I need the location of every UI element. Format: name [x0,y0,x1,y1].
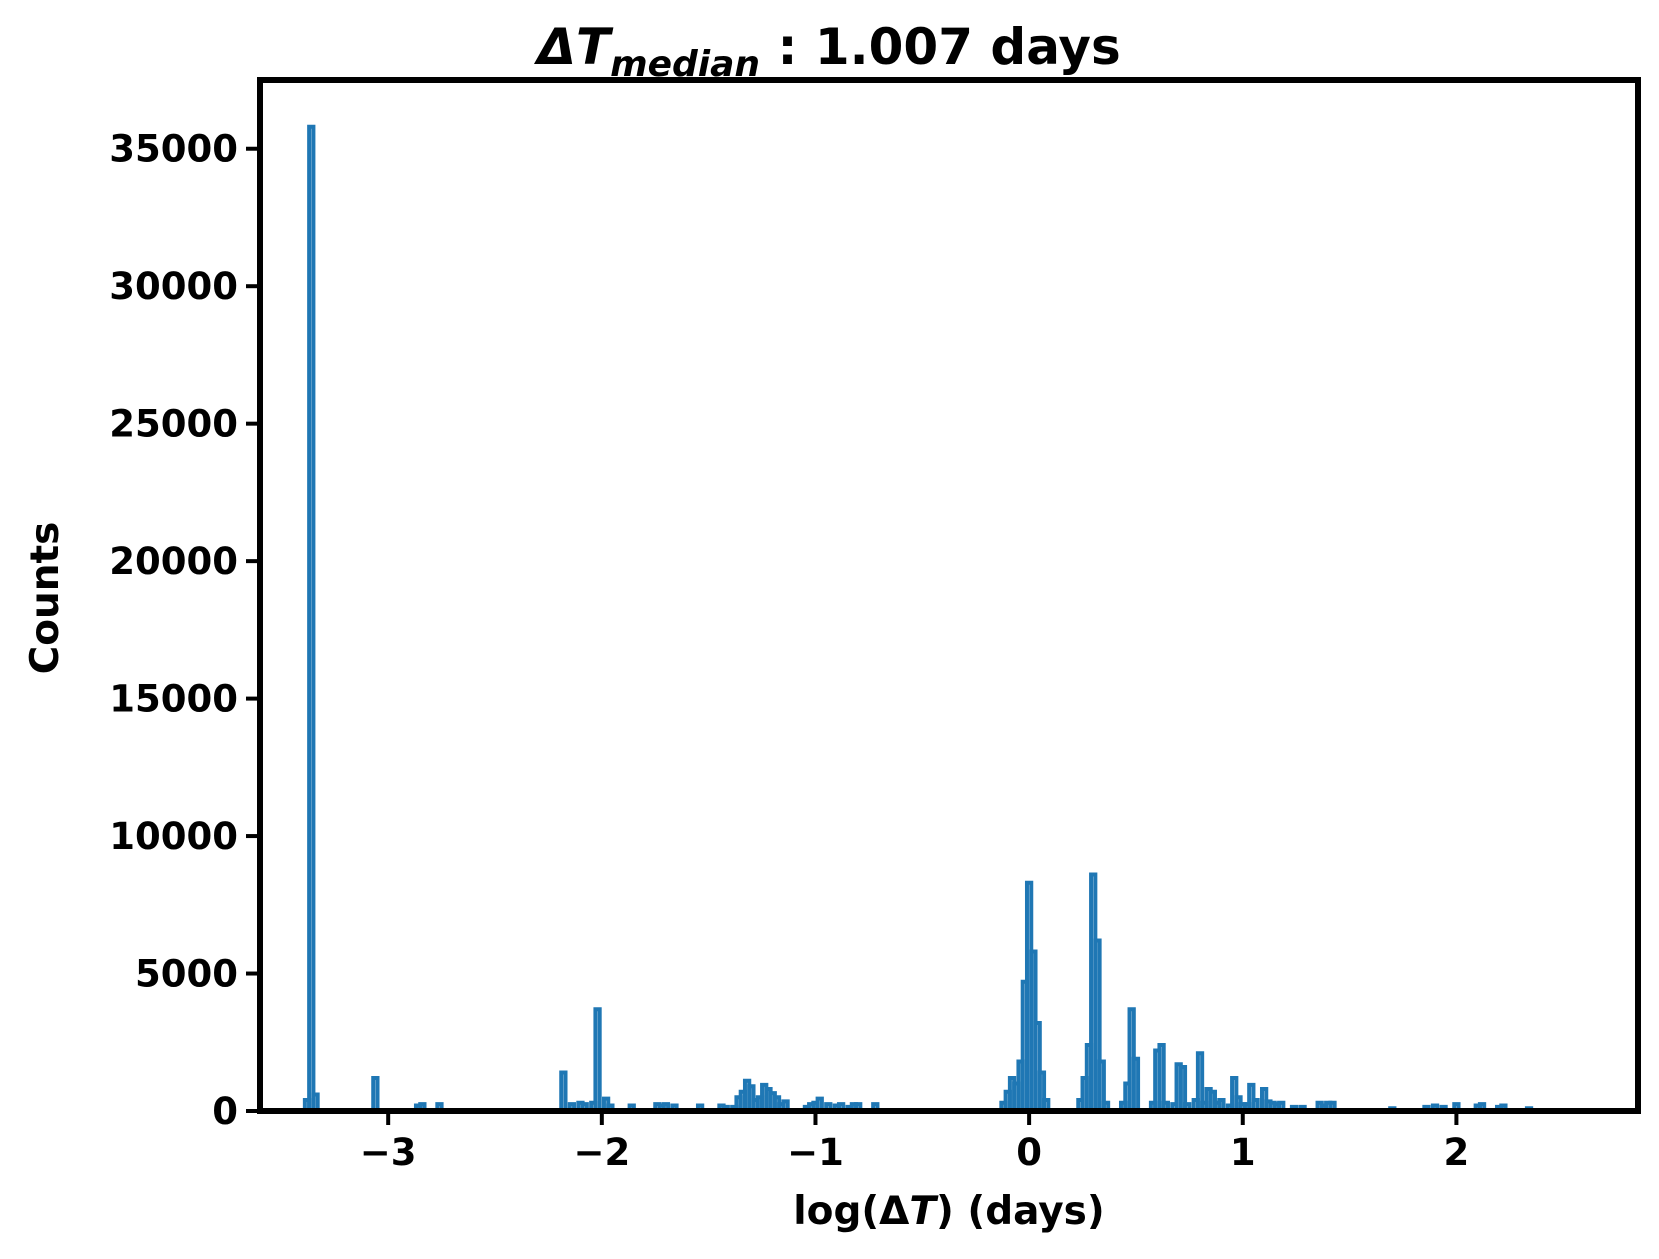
histogram-bin-55 [1033,1021,1042,1111]
histogram-bin-35 [781,1099,790,1111]
histogram-bin-56 [1037,1070,1047,1111]
histogram-bin-85 [1230,1076,1239,1111]
histogram-bin-68 [1131,1056,1141,1111]
histogram-bin-39 [815,1096,824,1111]
histogram-bin-40 [824,1102,833,1111]
histogram-bin-57 [1042,1098,1051,1111]
x-tick-label: −1 [787,1131,844,1174]
histogram-bin-72 [1161,1100,1170,1111]
histogram-bin-1 [307,124,316,1111]
histogram-bin-5 [418,1102,427,1111]
histogram-bin-76 [1183,1102,1192,1111]
y-tick-label: 25000 [109,403,238,446]
title-symbol: ΔT [533,18,614,76]
x-tick-label: −2 [573,1131,630,1174]
x-axis-label-italic: T [909,1189,939,1234]
y-tick-label: 35000 [109,128,238,171]
histogram-bin-2 [311,1092,320,1111]
histogram-bin-71 [1157,1043,1166,1111]
x-axis-label: log(ΔT) (days) [793,1189,1104,1234]
y-tick-label: 15000 [109,678,238,721]
histogram-bin-18 [661,1102,671,1111]
histogram-bin-64 [1101,1100,1111,1111]
histogram-bin-83 [1217,1098,1226,1111]
histogram-bin-6 [435,1102,444,1111]
chart-title: ΔTmedian : 1.007 days [533,18,1121,85]
histogram-bin-75 [1178,1065,1188,1111]
plot-frame [257,77,1641,1114]
x-axis-label-suffix: ) (days) [936,1189,1105,1234]
histogram-bin-62 [1093,938,1102,1111]
x-tick-label: −3 [360,1131,417,1174]
histogram-bin-95 [1277,1100,1286,1111]
x-tick-label: 0 [1016,1131,1042,1174]
y-tick-label: 10000 [109,815,238,858]
x-tick-label: 2 [1444,1131,1470,1174]
y-axis-label: Counts [23,522,68,675]
histogram-bin-7 [559,1070,568,1111]
histogram-bin-108 [1477,1102,1487,1111]
histogram-bin-12 [593,1007,602,1111]
histogram-bin-45 [854,1102,863,1111]
histogram-bin-89 [1247,1082,1256,1111]
histogram-bin-46 [871,1102,880,1111]
y-tick-label: 5000 [135,953,238,996]
histogram-bin-101 [1328,1100,1337,1111]
histogram-bin-3 [371,1076,380,1111]
x-tick-label: 1 [1230,1131,1256,1174]
x-axis-label-prefix: log(Δ [793,1189,909,1234]
histogram-bin-78 [1195,1051,1205,1111]
histogram-bin-63 [1097,1059,1106,1111]
histogram-bin-106 [1452,1102,1461,1111]
y-tick-label: 0 [212,1090,238,1133]
histogram-bin-8 [567,1102,577,1111]
y-tick-label: 30000 [109,265,238,308]
histogram-series [302,124,1534,1113]
histogram-bin-10 [580,1102,589,1111]
histogram-bin-90 [1251,1098,1260,1111]
title-text: : 1.007 days [760,18,1121,76]
histogram-bin-42 [836,1102,846,1111]
y-tick-label: 20000 [109,540,238,583]
